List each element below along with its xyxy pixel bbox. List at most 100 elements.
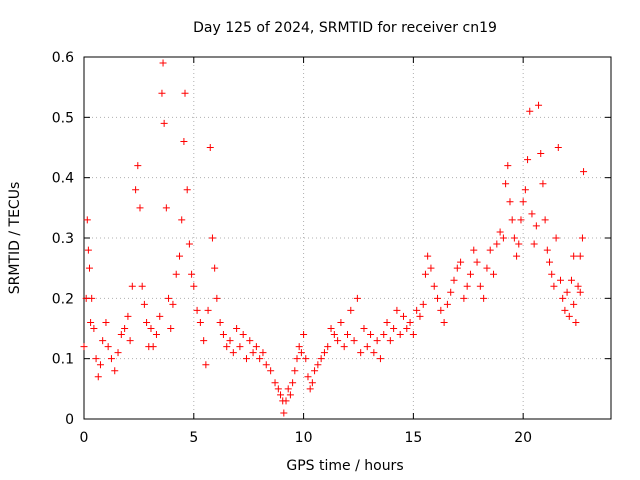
data-point	[453, 264, 461, 272]
data-point	[430, 282, 438, 290]
data-point	[83, 216, 91, 224]
data-point	[160, 119, 168, 127]
data-point	[337, 318, 345, 326]
data-point	[393, 306, 401, 314]
data-point	[295, 343, 303, 351]
data-point	[193, 306, 201, 314]
data-point	[242, 355, 250, 363]
data-point	[450, 276, 458, 284]
data-point	[443, 300, 451, 308]
data-point	[183, 186, 191, 194]
data-point	[416, 312, 424, 320]
data-point	[202, 361, 210, 369]
data-point	[535, 101, 543, 109]
data-point	[162, 204, 170, 212]
y-tick-label: 0.2	[52, 291, 74, 307]
data-point	[554, 144, 562, 151]
axis-ticks	[83, 56, 611, 420]
data-point	[541, 216, 549, 224]
data-point	[373, 337, 381, 345]
data-points	[80, 59, 588, 417]
data-point	[259, 349, 267, 357]
data-point	[229, 349, 237, 357]
data-point	[239, 331, 247, 339]
data-point	[236, 343, 244, 351]
data-point	[88, 294, 96, 302]
data-point	[483, 264, 491, 272]
data-point	[128, 282, 136, 290]
data-point	[496, 228, 504, 236]
data-point	[580, 168, 588, 176]
data-point	[517, 216, 525, 224]
data-point	[246, 337, 254, 345]
data-point	[262, 361, 270, 369]
data-point	[223, 343, 231, 351]
data-point	[463, 282, 471, 290]
data-point	[552, 234, 560, 242]
data-point	[409, 331, 417, 339]
data-point	[200, 337, 208, 345]
data-point	[147, 325, 155, 332]
data-point	[271, 379, 279, 387]
data-point	[347, 306, 355, 314]
data-point	[447, 288, 455, 296]
y-axis-label: SRMTID / TECUs	[7, 182, 23, 295]
data-point	[104, 343, 112, 351]
data-point	[317, 355, 325, 363]
data-point	[172, 270, 180, 278]
data-point	[466, 270, 474, 278]
data-point	[493, 240, 501, 248]
data-point	[561, 306, 569, 314]
data-point	[521, 186, 529, 194]
data-point	[570, 300, 578, 308]
data-point	[143, 318, 151, 326]
data-point	[543, 246, 551, 254]
data-point	[470, 246, 478, 254]
y-tick-label: 0	[65, 412, 74, 428]
data-point	[289, 379, 297, 387]
data-point	[107, 355, 115, 363]
data-point	[537, 150, 545, 158]
data-point	[578, 234, 586, 242]
data-point	[360, 325, 368, 332]
data-point	[350, 337, 358, 345]
data-point	[286, 391, 294, 399]
data-point	[159, 59, 167, 67]
data-point	[102, 318, 110, 326]
data-point	[510, 234, 518, 242]
x-tick-label: 10	[295, 430, 313, 446]
data-point	[380, 331, 388, 339]
data-point	[311, 367, 319, 375]
data-point	[390, 325, 398, 332]
data-point	[277, 391, 285, 399]
y-tick-label: 0.6	[52, 50, 74, 66]
data-point	[383, 318, 391, 326]
data-point	[367, 331, 375, 339]
data-point	[308, 379, 316, 387]
data-point	[304, 373, 312, 381]
data-point	[574, 282, 582, 290]
data-point	[190, 282, 198, 290]
data-point	[519, 198, 527, 206]
data-point	[121, 325, 129, 332]
data-point	[396, 331, 404, 339]
data-point	[169, 300, 177, 308]
data-point	[419, 300, 427, 308]
data-point	[370, 349, 378, 357]
x-axis-label: GPS time / hours	[286, 458, 403, 474]
data-point	[156, 312, 164, 320]
data-point	[460, 294, 468, 302]
data-point	[117, 331, 125, 339]
data-point	[334, 337, 342, 345]
data-point	[196, 318, 204, 326]
data-point	[330, 331, 338, 339]
data-point	[267, 367, 275, 375]
data-point	[92, 355, 100, 363]
data-point	[427, 264, 435, 272]
data-point	[515, 240, 523, 248]
data-point	[386, 337, 394, 345]
data-point	[440, 318, 448, 326]
data-point	[513, 252, 521, 260]
data-point	[274, 385, 282, 393]
